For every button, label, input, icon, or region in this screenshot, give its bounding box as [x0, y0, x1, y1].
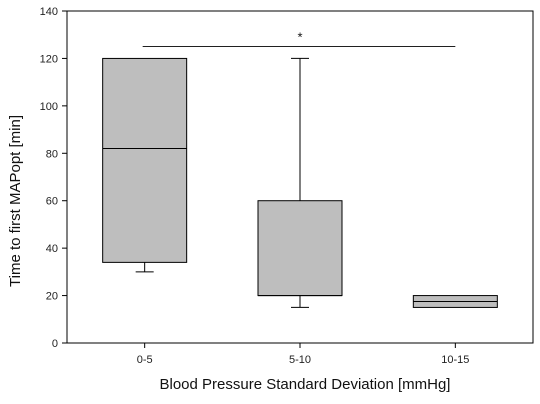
y-tick-label: 60 — [46, 196, 58, 208]
x-tick-label: 0-5 — [137, 354, 153, 366]
y-tick-label: 0 — [52, 338, 58, 350]
box-5-10 — [257, 57, 343, 308]
y-tick-label: 80 — [46, 148, 58, 160]
x-axis: 0-5 5-10 10-15 — [137, 343, 469, 366]
box-0-5 — [102, 57, 188, 273]
x-tick-label: 10-15 — [441, 354, 469, 366]
significance-bracket: * — [142, 30, 456, 47]
boxes — [102, 57, 498, 308]
significance-label: * — [297, 30, 302, 45]
y-tick-label: 20 — [46, 291, 58, 303]
box-body — [257, 200, 343, 297]
y-tick-label: 140 — [40, 6, 58, 18]
y-axis: 0 20 40 60 80 100 120 140 — [40, 6, 67, 350]
y-tick-label: 40 — [46, 243, 58, 255]
y-tick-label: 120 — [40, 53, 58, 65]
y-tick-label: 100 — [40, 101, 58, 113]
y-axis-title: Time to first MAPopt [min] — [7, 115, 24, 287]
box-10-15 — [412, 295, 498, 308]
x-axis-title: Blood Pressure Standard Deviation [mmHg] — [160, 376, 451, 393]
x-tick-label: 5-10 — [289, 354, 311, 366]
box-body — [102, 57, 188, 263]
